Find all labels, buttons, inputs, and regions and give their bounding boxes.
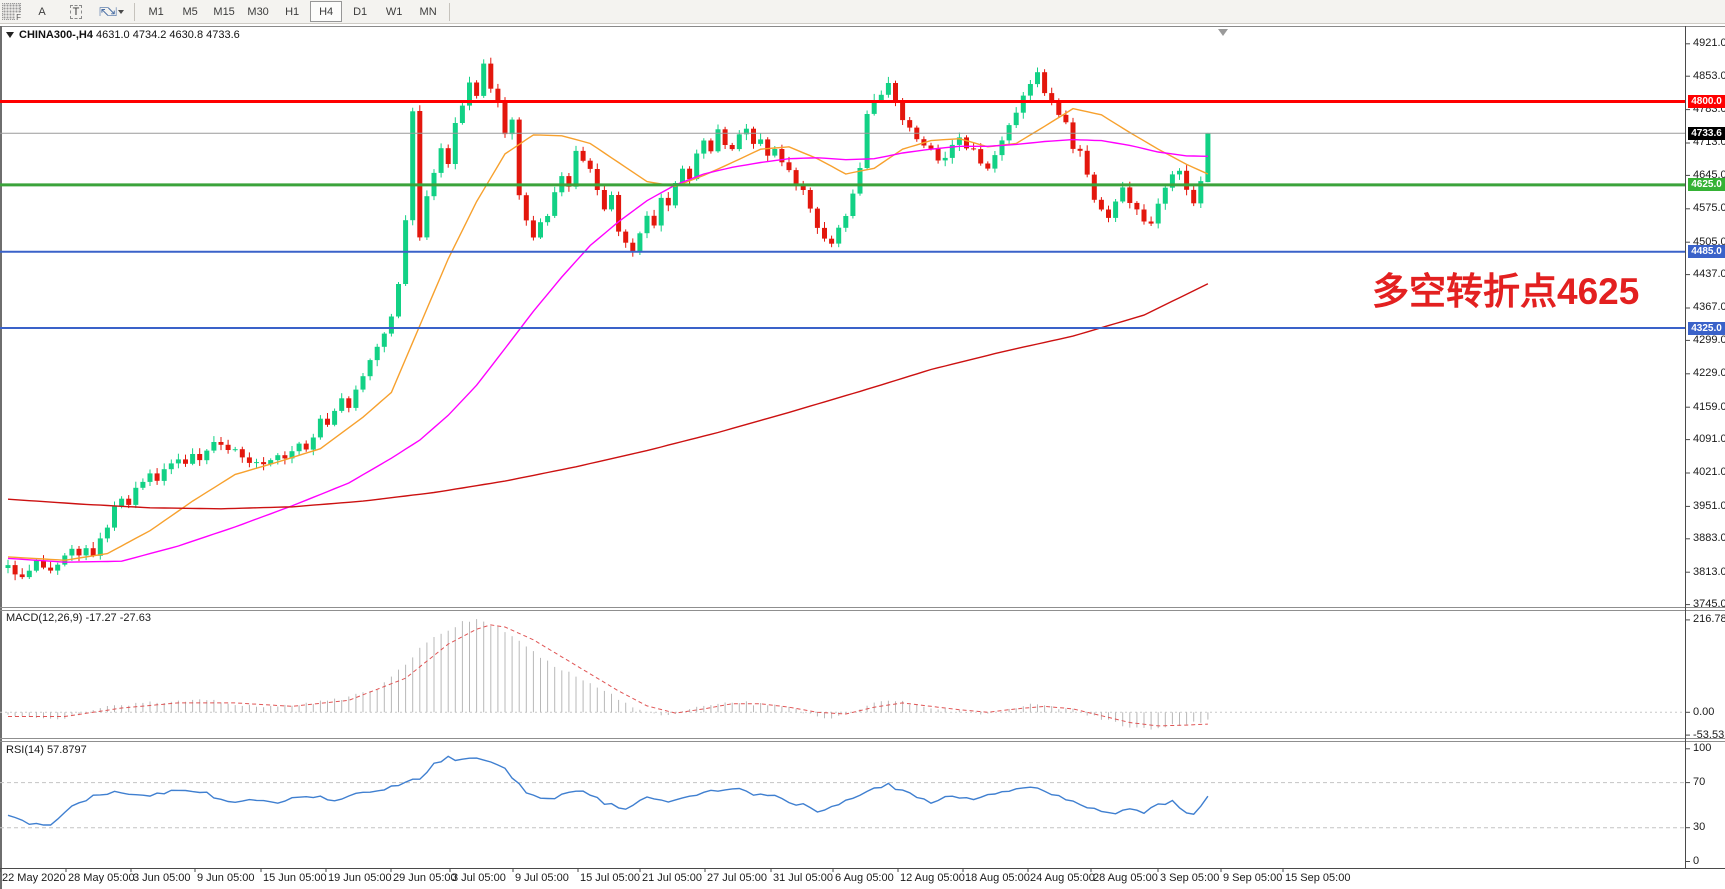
cursor-tool-button[interactable]: A	[26, 1, 58, 22]
panel-splitter-macd[interactable]	[0, 606, 1725, 611]
cursor-tool-label: A	[38, 5, 46, 18]
timeframe-button-W1[interactable]: W1	[385, 5, 403, 18]
panel-splitter-rsi[interactable]	[0, 737, 1725, 742]
toolbar-handle-label: F	[15, 13, 21, 22]
toolbar-separator	[134, 2, 136, 21]
timeframe-button-M15[interactable]: M15	[213, 5, 235, 18]
arrows-tool-icon: ⇱⇲	[99, 4, 117, 19]
timeframe-button-H1[interactable]: H1	[285, 5, 300, 18]
timeframe-button-M30[interactable]: M30	[247, 5, 269, 18]
toolbar-separator	[449, 2, 451, 21]
timeframe-button-D1[interactable]: D1	[353, 5, 368, 18]
timeframe-group: M1 M5 M15 M30 H1 H4 D1 W1 MN	[139, 1, 445, 22]
arrows-tool-button[interactable]: ⇱⇲	[94, 1, 129, 22]
timeframe-button-M1[interactable]: M1	[148, 5, 164, 18]
toolbar-drag-handle-icon[interactable]: F	[2, 3, 21, 22]
timeframe-button-MN[interactable]: MN	[419, 5, 437, 18]
text-tool-button[interactable]: T	[60, 1, 92, 22]
arrows-dropdown-caret-icon[interactable]	[118, 9, 125, 14]
toolbar: F A T ⇱⇲ M1 M5 M15 M30 H1 H4 D1 W1 MN	[0, 0, 1725, 24]
timeframe-button-H4[interactable]: H4	[310, 1, 343, 22]
timeframe-button-M5[interactable]: M5	[182, 5, 198, 18]
text-tool-icon: T	[69, 4, 83, 19]
